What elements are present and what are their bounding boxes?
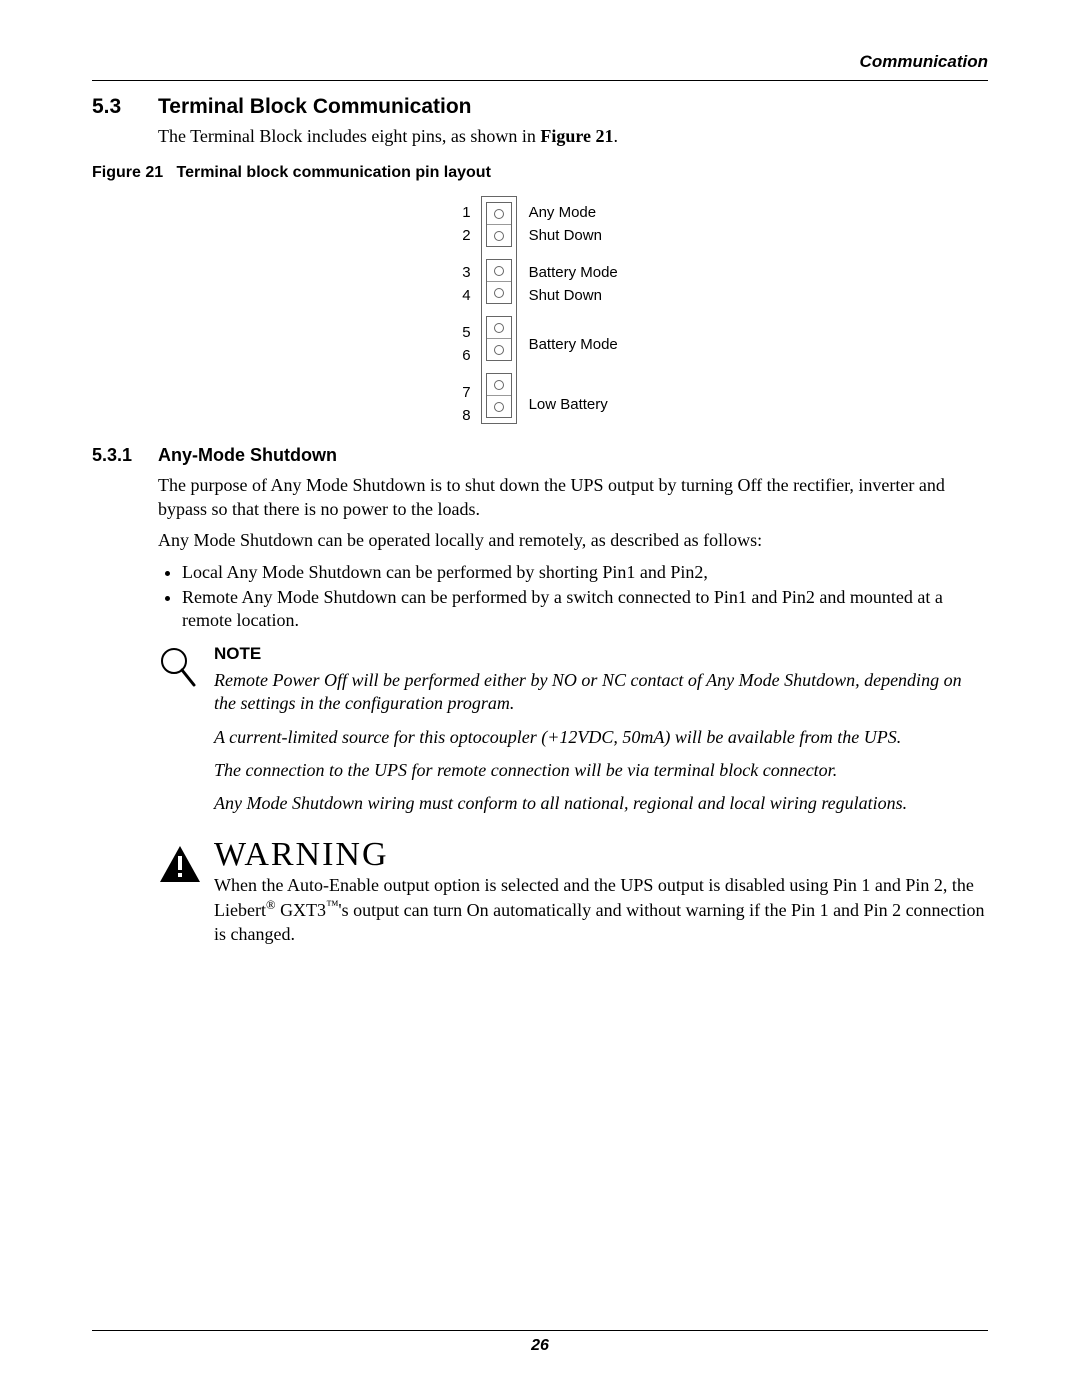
pin-hole xyxy=(487,281,511,303)
pin-label: Shut Down xyxy=(529,284,618,307)
pin-hole xyxy=(487,260,511,281)
pin-hole xyxy=(487,317,511,338)
pin-hole xyxy=(487,338,511,360)
figure-caption: Figure 21 Terminal block communication p… xyxy=(92,164,988,182)
note-paragraph: A current-limited source for this optoco… xyxy=(214,726,988,749)
subsection-heading: 5.3.1 Any-Mode Shutdown xyxy=(92,445,988,466)
intro-text-post: . xyxy=(614,126,619,146)
note-paragraph: The connection to the UPS for remote con… xyxy=(214,759,988,782)
paragraph: The purpose of Any Mode Shutdown is to s… xyxy=(158,474,988,521)
pin-label: Low Battery xyxy=(529,381,618,427)
terminal-block-diagram: 12345678Any ModeShut DownBattery ModeShu… xyxy=(92,196,988,427)
rule-bottom xyxy=(92,1330,988,1331)
page-number: 26 xyxy=(531,1337,549,1354)
note-paragraph: Any Mode Shutdown wiring must conform to… xyxy=(214,792,988,815)
page-header-section: Communication xyxy=(92,52,988,72)
note-heading: NOTE xyxy=(214,643,988,665)
pin-hole xyxy=(487,224,511,246)
section-title: Terminal Block Communication xyxy=(158,95,472,119)
note-paragraph: Remote Power Off will be performed eithe… xyxy=(214,669,988,716)
terminal-block xyxy=(481,196,517,424)
section-intro: The Terminal Block includes eight pins, … xyxy=(158,125,988,148)
note-block: NOTE Remote Power Off will be performed … xyxy=(158,643,988,826)
bullet-list: Local Any Mode Shutdown can be performed… xyxy=(158,561,988,633)
pin-hole xyxy=(487,374,511,395)
pin-number: 6 xyxy=(462,344,470,367)
pin-label: Battery Mode xyxy=(529,261,618,284)
warning-block: WARNING When the Auto-Enable output opti… xyxy=(158,838,988,954)
subsection-number: 5.3.1 xyxy=(92,445,158,466)
pin-number: 3 xyxy=(462,261,470,284)
pin-number: 5 xyxy=(462,321,470,344)
rule-top xyxy=(92,80,988,81)
pin-number: 1 xyxy=(462,201,470,224)
figure-ref: Figure 21 xyxy=(540,126,613,146)
subsection-body: The purpose of Any Mode Shutdown is to s… xyxy=(158,474,988,954)
warning-title: WARNING xyxy=(214,838,988,872)
pin-hole xyxy=(487,203,511,224)
subsection-title: Any-Mode Shutdown xyxy=(158,445,337,466)
pin-label: Shut Down xyxy=(529,224,618,247)
pin-hole xyxy=(487,395,511,417)
section-heading: 5.3 Terminal Block Communication xyxy=(92,95,988,119)
paragraph: Any Mode Shutdown can be operated locall… xyxy=(158,529,988,552)
section-number: 5.3 xyxy=(92,95,158,119)
pin-number: 4 xyxy=(462,284,470,307)
pin-label: Any Mode xyxy=(529,201,618,224)
pin-label: Battery Mode xyxy=(529,321,618,367)
bullet-item: Local Any Mode Shutdown can be performed… xyxy=(182,561,988,584)
intro-text-pre: The Terminal Block includes eight pins, … xyxy=(158,126,540,146)
warning-icon xyxy=(158,838,214,954)
magnifier-icon xyxy=(158,643,214,826)
pin-number: 7 xyxy=(462,381,470,404)
page-footer: 26 xyxy=(92,1330,988,1355)
pin-number: 2 xyxy=(462,224,470,247)
warning-body: When the Auto-Enable output option is se… xyxy=(214,874,988,946)
pin-number: 8 xyxy=(462,404,470,427)
figure-caption-text: Terminal block communication pin layout xyxy=(176,164,490,181)
bullet-item: Remote Any Mode Shutdown can be performe… xyxy=(182,586,988,633)
figure-caption-prefix: Figure 21 xyxy=(92,164,163,181)
